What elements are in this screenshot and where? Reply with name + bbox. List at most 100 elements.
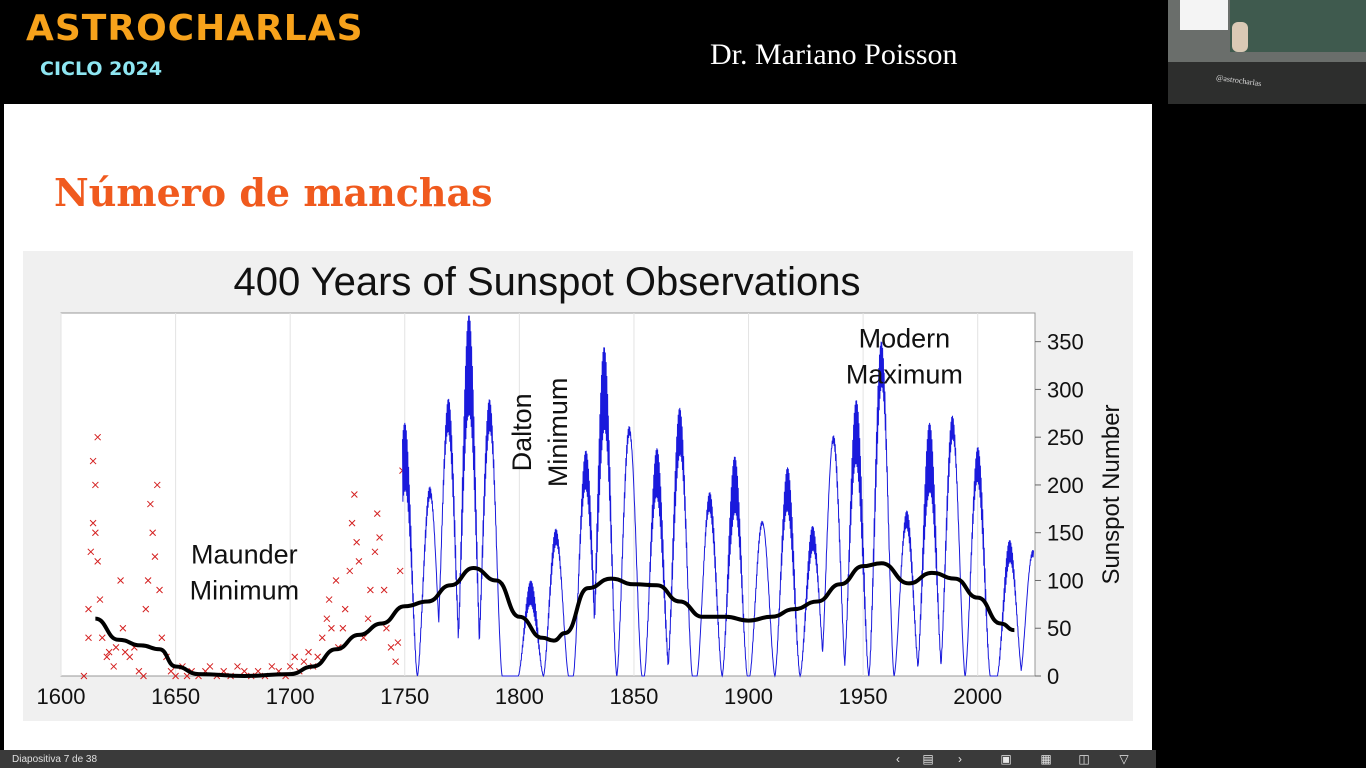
early-observation-marker [346, 567, 354, 575]
early-observation-marker [153, 481, 161, 489]
early-observation-marker [268, 663, 276, 670]
y-tick-label: 350 [1047, 330, 1084, 355]
presentation-slide: Número de manchas 1600 1650 1700 1750 1800 18… [4, 104, 1152, 750]
early-observation-marker [105, 648, 113, 656]
x-tick-label: 1850 [609, 684, 658, 709]
early-observation-marker [140, 672, 147, 680]
early-observation-marker [392, 658, 399, 666]
desk [1168, 62, 1366, 104]
early-observation-marker [348, 519, 356, 527]
early-observation-marker [328, 624, 335, 632]
sunspot-chart: 1600 1650 1700 1750 1800 1850 1900 1950 2000 0 50 1… [23, 251, 1133, 721]
early-observation-marker [89, 519, 97, 527]
early-observation-marker [117, 577, 124, 584]
early-observation-marker [371, 548, 379, 556]
x-tick-label: 1600 [37, 684, 86, 709]
annotation-line: Minimum [543, 378, 573, 488]
early-observation-marker [383, 624, 390, 632]
early-observation-marker [149, 529, 157, 537]
early-observation-marker [85, 634, 92, 642]
early-observation-marker [373, 510, 381, 517]
notes-icon[interactable]: ▤ [922, 752, 934, 766]
y-tick-label: 50 [1047, 616, 1071, 641]
early-observation-marker [94, 558, 102, 565]
early-observation-marker [98, 634, 106, 642]
early-observation-marker [339, 624, 347, 632]
presenter-figure [1232, 22, 1248, 52]
early-observation-marker [96, 596, 104, 603]
early-observation-marker [325, 596, 333, 603]
early-observation-marker [92, 481, 99, 489]
early-observation-marker [110, 663, 118, 670]
early-observation-marker [341, 605, 349, 613]
early-observation-marker [286, 663, 294, 670]
projector-screen [1180, 0, 1228, 30]
early-observation-marker [380, 586, 388, 594]
x-tick-label: 1700 [266, 684, 315, 709]
early-observation-marker [156, 586, 163, 594]
cycle-subtitle: CICLO 2024 [40, 58, 163, 80]
smoothed-trend-line [94, 561, 1015, 678]
y-tick-label: 100 [1047, 568, 1084, 593]
early-observation-marker [89, 457, 97, 465]
brand-logo-text: ASTROCHARLAS [26, 8, 364, 49]
early-observation-marker [151, 553, 159, 560]
x-tick-label: 1950 [839, 684, 888, 709]
early-observation-marker [85, 605, 92, 613]
x-tick-label: 1750 [380, 684, 429, 709]
early-observation-marker [305, 648, 312, 656]
sunspot-chart-svg: 1600 1650 1700 1750 1800 1850 1900 1950 2000 0 50 1… [37, 260, 1125, 709]
webcam-video: @astrocharlas [1168, 0, 1366, 104]
early-observation-marker [240, 667, 248, 675]
early-observation-marker [158, 634, 166, 642]
early-observation-marker [103, 653, 111, 661]
y-tick-label: 300 [1047, 377, 1084, 402]
early-observation-marker [144, 577, 152, 584]
y-tick-label: 0 [1047, 664, 1059, 689]
annotation-line: Maunder [191, 539, 298, 569]
annotation-dalton-minimum: Dalton Minimum [507, 378, 573, 488]
annotation-line: Maximum [846, 359, 963, 389]
early-observation-marker [119, 624, 127, 632]
y-tick-label: 200 [1047, 473, 1084, 498]
monthly-sunspot-series [402, 315, 1034, 678]
reading-view-icon[interactable]: ◫ [1078, 752, 1090, 766]
y-axis-label: Sunspot Number [1098, 404, 1125, 584]
annotation-line: Minimum [190, 575, 300, 605]
header-banner: ASTROCHARLAS CICLO 2024 Dr. Mariano Pois… [0, 0, 1168, 104]
normal-view-icon[interactable]: ▣ [1000, 752, 1012, 766]
presenter-icon[interactable]: ▽ [1119, 752, 1129, 766]
early-observation-marker [376, 534, 383, 541]
status-bar: Diapositiva 7 de 38 ‹ ▤ › ▣ ▦ ◫ ▽ [0, 750, 1156, 768]
early-observation-marker [353, 538, 360, 546]
early-observation-marker [206, 663, 214, 670]
chevron-left-icon[interactable]: ‹ [896, 752, 900, 766]
chart-title: 400 Years of Sunspot Observations [233, 260, 860, 304]
early-observation-marker [92, 529, 99, 537]
early-observation-marker [147, 500, 154, 508]
early-observation-marker [112, 643, 120, 651]
early-observation-marker [94, 433, 102, 441]
slide-counter: Diapositiva 7 de 38 [12, 754, 98, 765]
early-observation-marker [87, 548, 95, 556]
early-observation-marker [300, 658, 308, 666]
early-observation-marker [396, 567, 404, 575]
x-tick-label: 2000 [953, 684, 1002, 709]
early-observation-marker [355, 558, 363, 565]
early-observation-marker [323, 615, 331, 623]
early-observation-marker [142, 605, 150, 613]
speaker-name: Dr. Mariano Poisson [710, 38, 958, 71]
annotation-line: Dalton [507, 393, 537, 471]
early-observation-marker [126, 653, 134, 661]
early-observation-marker [350, 491, 358, 498]
slide-sorter-icon[interactable]: ▦ [1040, 752, 1052, 766]
y-tick-label: 250 [1047, 425, 1084, 450]
chalkboard [1230, 0, 1366, 52]
early-observation-marker [80, 672, 88, 680]
early-observation-marker [234, 663, 241, 670]
early-observation-marker [364, 615, 372, 623]
chevron-right-icon[interactable]: › [958, 752, 962, 766]
x-tick-label: 1650 [151, 684, 200, 709]
early-observation-marker [291, 653, 299, 661]
early-observation-marker [314, 653, 322, 661]
